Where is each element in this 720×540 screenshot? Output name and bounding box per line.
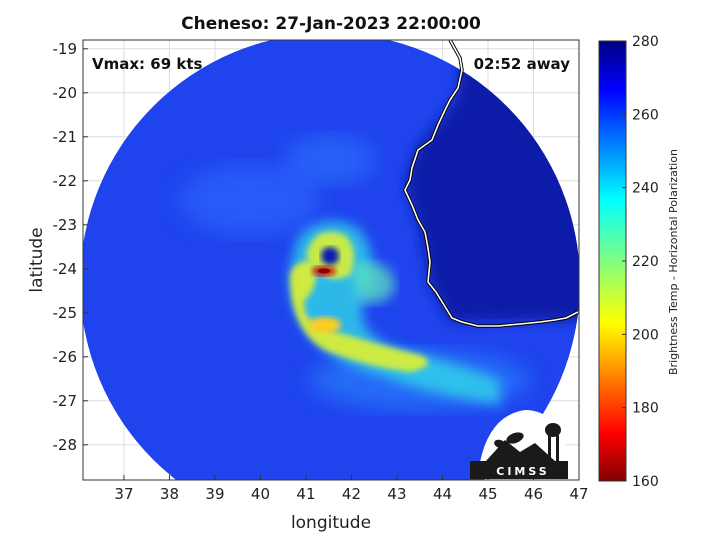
northeast-green-band <box>350 262 395 304</box>
colorbar-tick-label: 200 <box>632 327 659 343</box>
y-ticks: -19 -20 -21 -22 -23 -24 -25 -26 -27 -28 <box>53 40 88 454</box>
x-tick-label: 37 <box>114 485 133 503</box>
outer-band-north <box>285 135 375 185</box>
tower-leg-icon <box>548 435 551 461</box>
x-ticks: 37 38 39 40 41 42 43 44 45 46 47 <box>114 475 589 503</box>
colorbar-tick-label: 220 <box>632 254 659 270</box>
x-tick-label: 42 <box>342 485 361 503</box>
x-tick-label: 43 <box>387 485 406 503</box>
colorbar-tick-label: 180 <box>632 401 659 417</box>
time-away-annotation: 02:52 away <box>474 55 571 73</box>
warm-core-dark <box>318 268 330 274</box>
cimss-logo: CIMSS <box>470 410 568 479</box>
colorbar-ticks: 160 180 200 220 240 260 280 <box>622 34 659 490</box>
satellite-dish-icon <box>506 432 524 444</box>
x-tick-label: 44 <box>433 485 452 503</box>
chart-title: Cheneso: 27-Jan-2023 22:00:00 <box>181 14 481 34</box>
colorbar-tick-label: 260 <box>632 107 659 123</box>
satellite-dish-small-icon <box>494 439 506 449</box>
colorbar-tick-label: 160 <box>632 474 659 490</box>
x-tick-label: 40 <box>251 485 270 503</box>
colorbar <box>598 40 627 482</box>
logo-text: CIMSS <box>496 465 549 478</box>
x-tick-label: 47 <box>569 485 588 503</box>
y-tick-label: -22 <box>53 172 78 190</box>
vmax-annotation: Vmax: 69 kts <box>92 55 202 73</box>
eye <box>321 247 339 265</box>
plot-frame <box>82 39 580 481</box>
y-tick-label: -21 <box>53 128 78 146</box>
y-tick-label: -19 <box>53 40 78 58</box>
y-tick-label: -20 <box>53 84 78 102</box>
y-tick-label: -28 <box>53 436 78 454</box>
x-axis-title: longitude <box>291 513 371 533</box>
rainband-yellow <box>290 261 428 372</box>
water-tower-icon <box>545 423 561 437</box>
y-axis-title: latitude <box>27 227 47 292</box>
outer-band-northwest <box>180 165 320 235</box>
x-tick-label: 39 <box>205 485 224 503</box>
x-tick-label: 46 <box>524 485 543 503</box>
coastline <box>404 40 579 327</box>
y-tick-label: -27 <box>53 392 78 410</box>
rainband-orange <box>309 317 341 333</box>
x-tick-label: 38 <box>160 485 179 503</box>
colorbar-tick-label: 280 <box>632 34 659 50</box>
colorbar-title: Brightness Temp - Horizontal Polarizatio… <box>667 149 680 375</box>
y-tick-label: -25 <box>53 304 78 322</box>
y-tick-label: -24 <box>53 260 78 278</box>
y-tick-label: -23 <box>53 216 78 234</box>
logo-banner <box>470 461 568 479</box>
y-tick-label: -26 <box>53 348 78 366</box>
colorbar-tick-label: 240 <box>632 181 659 197</box>
x-tick-label: 45 <box>478 485 497 503</box>
x-tick-label: 41 <box>296 485 315 503</box>
